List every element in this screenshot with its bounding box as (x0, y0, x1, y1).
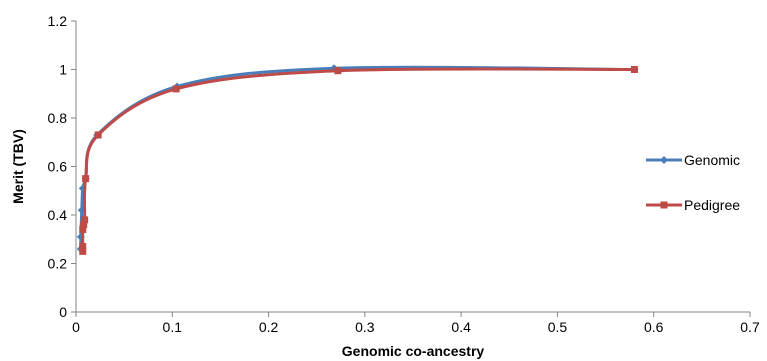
data-point (79, 247, 87, 255)
data-point (80, 221, 88, 229)
data-point (334, 67, 342, 75)
axes: 0 0.2 0.4 0.6 0.8 1 1.2 0 0.1 0.2 0.3 0.4 0.5 0.6 0.7 (48, 13, 760, 335)
series-layer (76, 64, 639, 255)
x-tick-label: 0.7 (740, 319, 760, 335)
y-tick-label: 1.2 (48, 13, 68, 29)
y-tick-label: 0.2 (48, 256, 68, 272)
data-point (630, 66, 638, 73)
data-point (79, 226, 87, 234)
series-line (79, 65, 635, 249)
y-tick-label: 1 (59, 62, 67, 78)
legend-label: Genomic (684, 152, 740, 168)
y-tick-label: 0.4 (48, 207, 68, 223)
x-tick-label: 0.1 (163, 319, 183, 335)
x-tick-label: 0.5 (548, 319, 568, 335)
x-tick-label: 0 (72, 319, 80, 335)
series-line (81, 67, 635, 252)
x-tick-label: 0.3 (355, 319, 375, 335)
x-axis-title: Genomic co-ancestry (342, 343, 485, 359)
series-pedigree (79, 66, 638, 255)
legend-item-genomic: Genomic (646, 152, 740, 168)
legend-item-pedigree: Pedigree (646, 197, 740, 213)
y-tick-label: 0.8 (48, 110, 68, 126)
legend-marker (660, 156, 668, 164)
data-point (81, 216, 89, 224)
legend: Genomic Pedigree (646, 152, 740, 213)
data-point (79, 243, 87, 251)
y-axis-title: Merit (TBV) (10, 129, 26, 204)
y-tick-label: 0 (59, 304, 67, 320)
x-tick-label: 0.2 (259, 319, 279, 335)
y-tick-label: 0.6 (48, 159, 68, 175)
data-point (172, 85, 180, 93)
x-tick-label: 0.4 (451, 319, 471, 335)
legend-label: Pedigree (684, 197, 740, 213)
legend-marker (660, 201, 668, 209)
x-tick-label: 0.6 (644, 319, 664, 335)
data-point (82, 175, 90, 183)
data-point (94, 131, 102, 139)
